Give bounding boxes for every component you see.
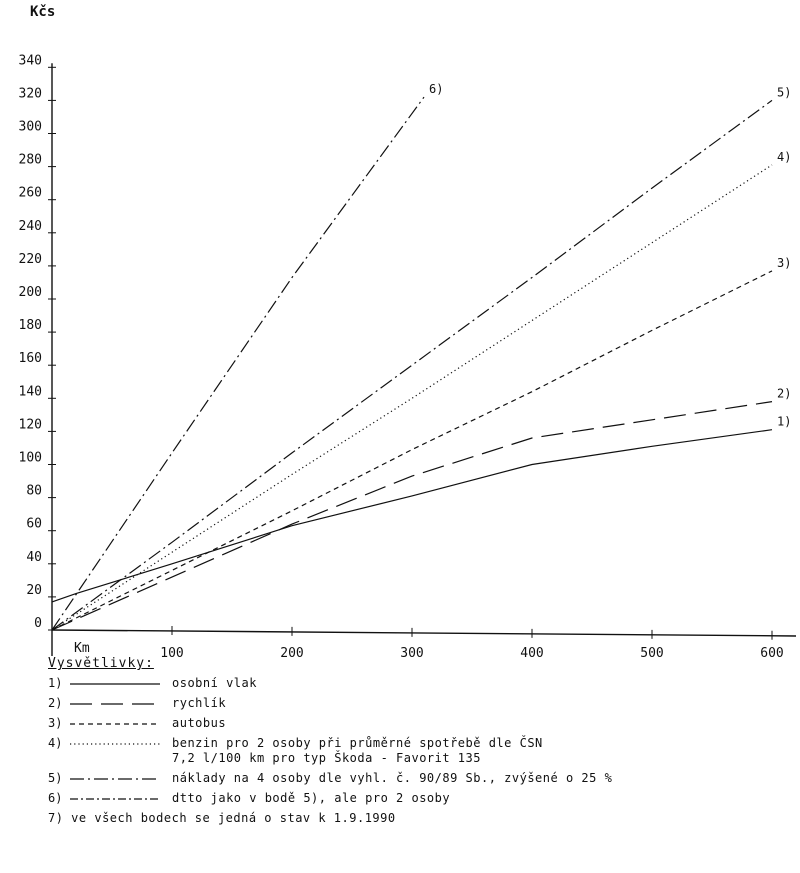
- y-tick-label-20: 20: [26, 583, 42, 598]
- y-tick-label-0: 0: [34, 616, 42, 631]
- legend-item-number: 3): [48, 716, 63, 731]
- series-line-4: [51, 164, 773, 631]
- y-tick-label-180: 180: [19, 318, 42, 333]
- y-tick-label-100: 100: [19, 451, 42, 466]
- legend-line-swatch: [68, 696, 172, 710]
- legend-line-swatch: [68, 791, 172, 805]
- legend-item-text: benzin pro 2 osoby při průměrné spotřebě…: [172, 736, 543, 766]
- series-line-1: [51, 429, 773, 603]
- series-label-3: 3): [777, 256, 791, 270]
- series-label-2: 2): [777, 387, 791, 401]
- legend-item-number: 6): [48, 791, 63, 806]
- legend-item: 3) autobus: [48, 716, 788, 731]
- series-line-5: [51, 99, 773, 631]
- legend-rows: 1) osobní vlak 2) rychlík 3) autobus 4) benzin …: [48, 676, 788, 806]
- legend-item-number: 2): [48, 696, 63, 711]
- series-label-4: 4): [777, 150, 791, 164]
- legend-line-swatch: [68, 716, 172, 730]
- y-tick-label-200: 200: [19, 285, 42, 300]
- legend-item-text: autobus: [172, 716, 227, 731]
- y-tick-label-300: 300: [19, 120, 42, 135]
- series-label-6: 6): [429, 82, 443, 96]
- y-tick-label-60: 60: [26, 517, 42, 532]
- series-label-1: 1): [777, 415, 791, 429]
- series-line-6: [51, 96, 425, 631]
- chart-series-labels: 1) 2) 3) 4) 5) 6): [429, 82, 791, 429]
- legend-item: 5) náklady na 4 osoby dle vyhl. č. 90/89 …: [48, 771, 788, 786]
- y-tick-label-160: 160: [19, 351, 42, 366]
- chart-ticks: 0 20 40 60 80 100 120 140 160 180 200 220 240 260 280 3…: [19, 53, 784, 660]
- y-tick-label-320: 320: [19, 86, 42, 101]
- legend: Vysvětlivky: 1) osobní vlak 2) rychlík 3) aut…: [48, 656, 788, 826]
- legend-item-text: dtto jako v bodě 5), ale pro 2 osoby: [172, 791, 451, 806]
- series-line-3: [51, 270, 773, 631]
- legend-item-number: 4): [48, 736, 63, 751]
- x-tick-label-200: 200: [280, 646, 303, 660]
- series-line-2: [51, 401, 773, 631]
- x-tick-label-600: 600: [760, 646, 783, 660]
- x-axis-line: [51, 629, 797, 637]
- chart-axes: [51, 63, 797, 656]
- y-tick-label-120: 120: [19, 417, 42, 432]
- legend-item-number: 1): [48, 676, 63, 691]
- y-tick-label-40: 40: [26, 550, 42, 565]
- legend-line-swatch: [68, 771, 172, 785]
- x-axis-label: Km: [74, 641, 90, 656]
- legend-item: 6) dtto jako v bodě 5), ale pro 2 osoby: [48, 791, 788, 806]
- y-axis-label: Kčs: [30, 4, 55, 20]
- legend-line-swatch: [68, 736, 172, 750]
- y-tick-label-220: 220: [19, 252, 42, 267]
- legend-note: 7) ve všech bodech se jedná o stav k 1.9…: [48, 811, 396, 826]
- y-tick-label-260: 260: [19, 186, 42, 201]
- y-tick-label-340: 340: [19, 53, 42, 68]
- y-tick-label-280: 280: [19, 153, 42, 168]
- x-tick-label-400: 400: [520, 646, 543, 660]
- legend-title: Vysvětlivky:: [48, 656, 154, 671]
- x-tick-label-100: 100: [160, 646, 183, 660]
- legend-item: 1) osobní vlak: [48, 676, 788, 691]
- chart-series: [51, 96, 773, 631]
- x-tick-label-500: 500: [640, 646, 663, 660]
- legend-line-swatch: [68, 676, 172, 690]
- legend-item-text: náklady na 4 osoby dle vyhl. č. 90/89 Sb…: [172, 771, 613, 786]
- line-chart: 0 20 40 60 80 100 120 140 160 180 200 220 240 260 280 3…: [19, 4, 797, 660]
- legend-item: 2) rychlík: [48, 696, 788, 711]
- legend-item-text: rychlík: [172, 696, 227, 711]
- legend-item-number: 5): [48, 771, 63, 786]
- y-tick-label-140: 140: [19, 384, 42, 399]
- series-label-5: 5): [777, 85, 791, 99]
- y-tick-label-240: 240: [19, 219, 42, 234]
- legend-item-text: osobní vlak: [172, 676, 257, 691]
- y-tick-label-80: 80: [26, 484, 42, 499]
- x-tick-label-300: 300: [400, 646, 423, 660]
- legend-item: 4) benzin pro 2 osoby při průměrné spotře…: [48, 736, 788, 766]
